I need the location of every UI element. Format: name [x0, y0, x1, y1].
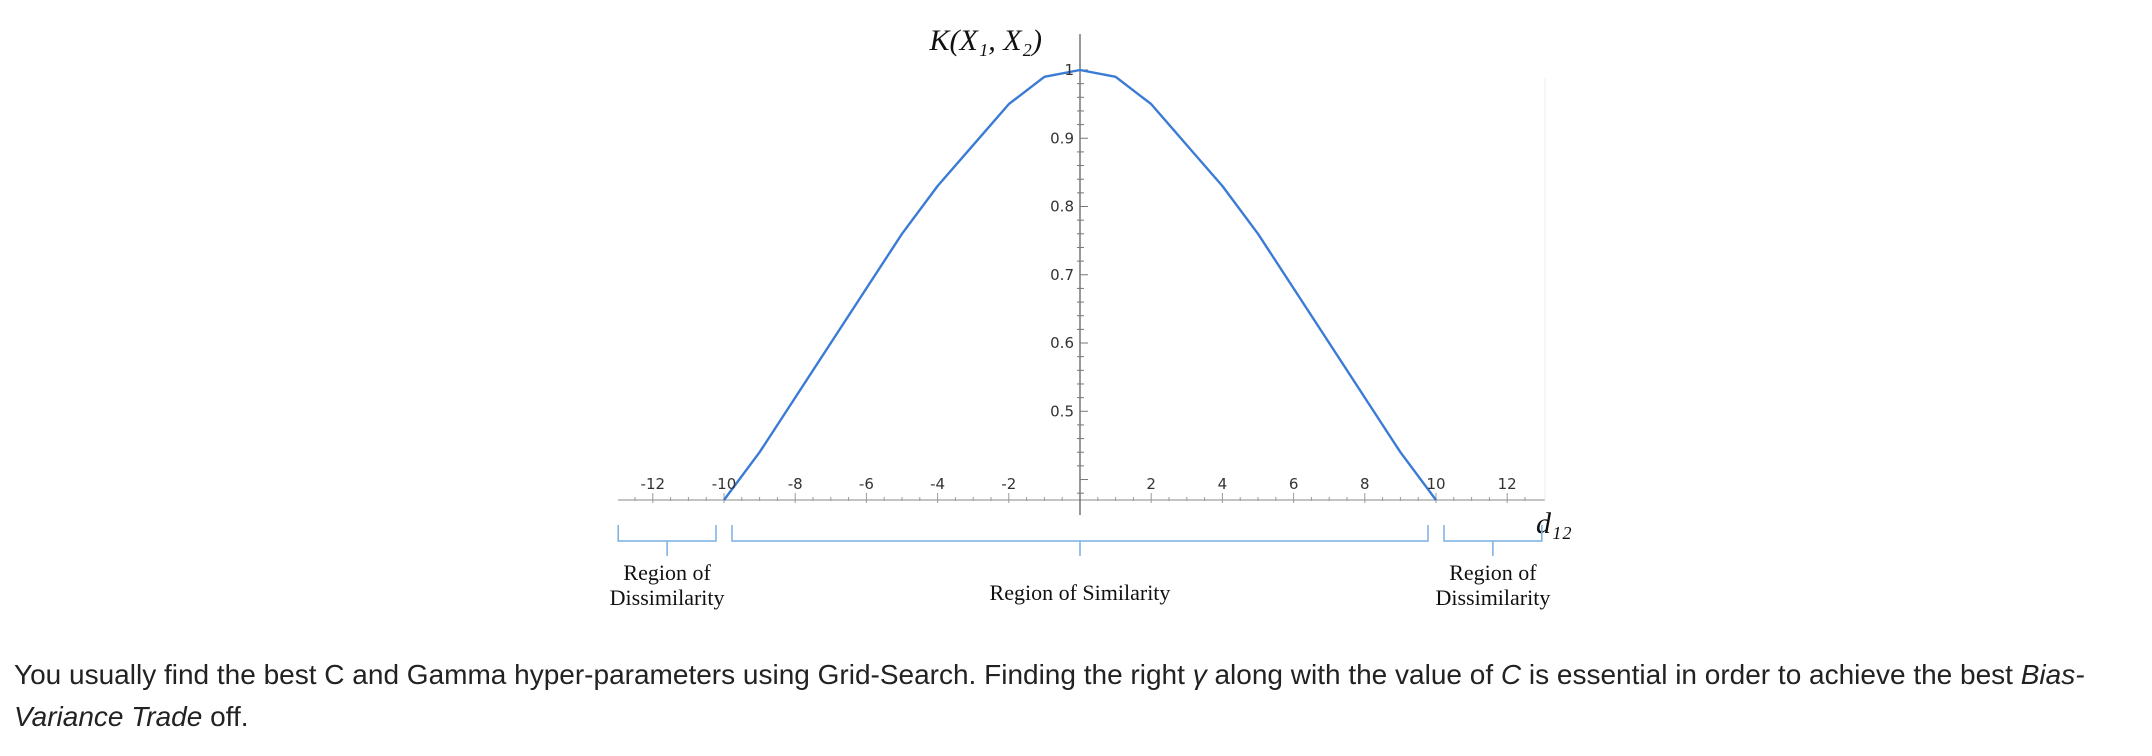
explanation-paragraph: You usually find the best C and Gamma hy… — [14, 654, 2124, 738]
region-label: Region of Similarity — [990, 580, 1171, 605]
x-tick-label: 12 — [1498, 475, 1517, 493]
region-label: Region of — [623, 560, 711, 585]
paragraph-emphasis: Bias-Variance Trade — [14, 659, 2085, 732]
y-tick-label: 0.5 — [1050, 402, 1074, 420]
x-tick-label: -12 — [641, 475, 666, 493]
y-tick-label: 0.9 — [1050, 129, 1074, 147]
chart-labels: -12 -10 -8 -6 -4 -2 2 4 6 8 10 12 0.5 0.6 0.7 0.8 0.9 1 K(… — [641, 24, 1572, 540]
chart-axes — [618, 34, 1546, 515]
y-tick-label: 1 — [1064, 61, 1074, 79]
x-tick-label: 4 — [1218, 475, 1228, 493]
region-label: Region of — [1449, 560, 1537, 585]
x-tick-label: -10 — [712, 475, 737, 493]
x-tick-label: -6 — [859, 475, 874, 493]
x-tick-label: -2 — [1001, 475, 1016, 493]
paragraph-text-4: off. — [202, 701, 249, 732]
x-tick-label: 6 — [1289, 475, 1299, 493]
x-tick-label: -8 — [788, 475, 803, 493]
paragraph-c: C — [1500, 659, 1522, 690]
paragraph-text-2: along with the value of — [1206, 659, 1501, 690]
region-label: Dissimilarity — [610, 585, 725, 610]
region-label: Dissimilarity — [1435, 585, 1550, 610]
y-tick-label: 0.7 — [1050, 266, 1074, 284]
chart-series — [723, 68, 1437, 501]
kernel-chart: -12 -10 -8 -6 -4 -2 2 4 6 8 10 12 0.5 0.6 0.7 0.8 0.9 1 K(… — [610, 24, 1572, 610]
region-bracket — [731, 525, 1429, 556]
y-tick-label: 0.6 — [1050, 334, 1074, 352]
y-axis-title: K(X₁, X₂) — [929, 24, 1043, 57]
x-tick-label: 8 — [1360, 475, 1370, 493]
x-tick-label: -4 — [930, 475, 945, 493]
region-bracket — [617, 525, 717, 556]
paragraph-text-1: You usually find the best C and Gamma hy… — [14, 659, 1193, 690]
x-tick-label: 2 — [1146, 475, 1156, 493]
y-tick-label: 0.8 — [1050, 198, 1074, 216]
paragraph-text-3: is essential in order to achieve the bes… — [1521, 659, 2021, 690]
region-bracket — [1443, 525, 1543, 556]
x-tick-label: 10 — [1426, 475, 1445, 493]
paragraph-gamma: γ — [1192, 659, 1207, 690]
